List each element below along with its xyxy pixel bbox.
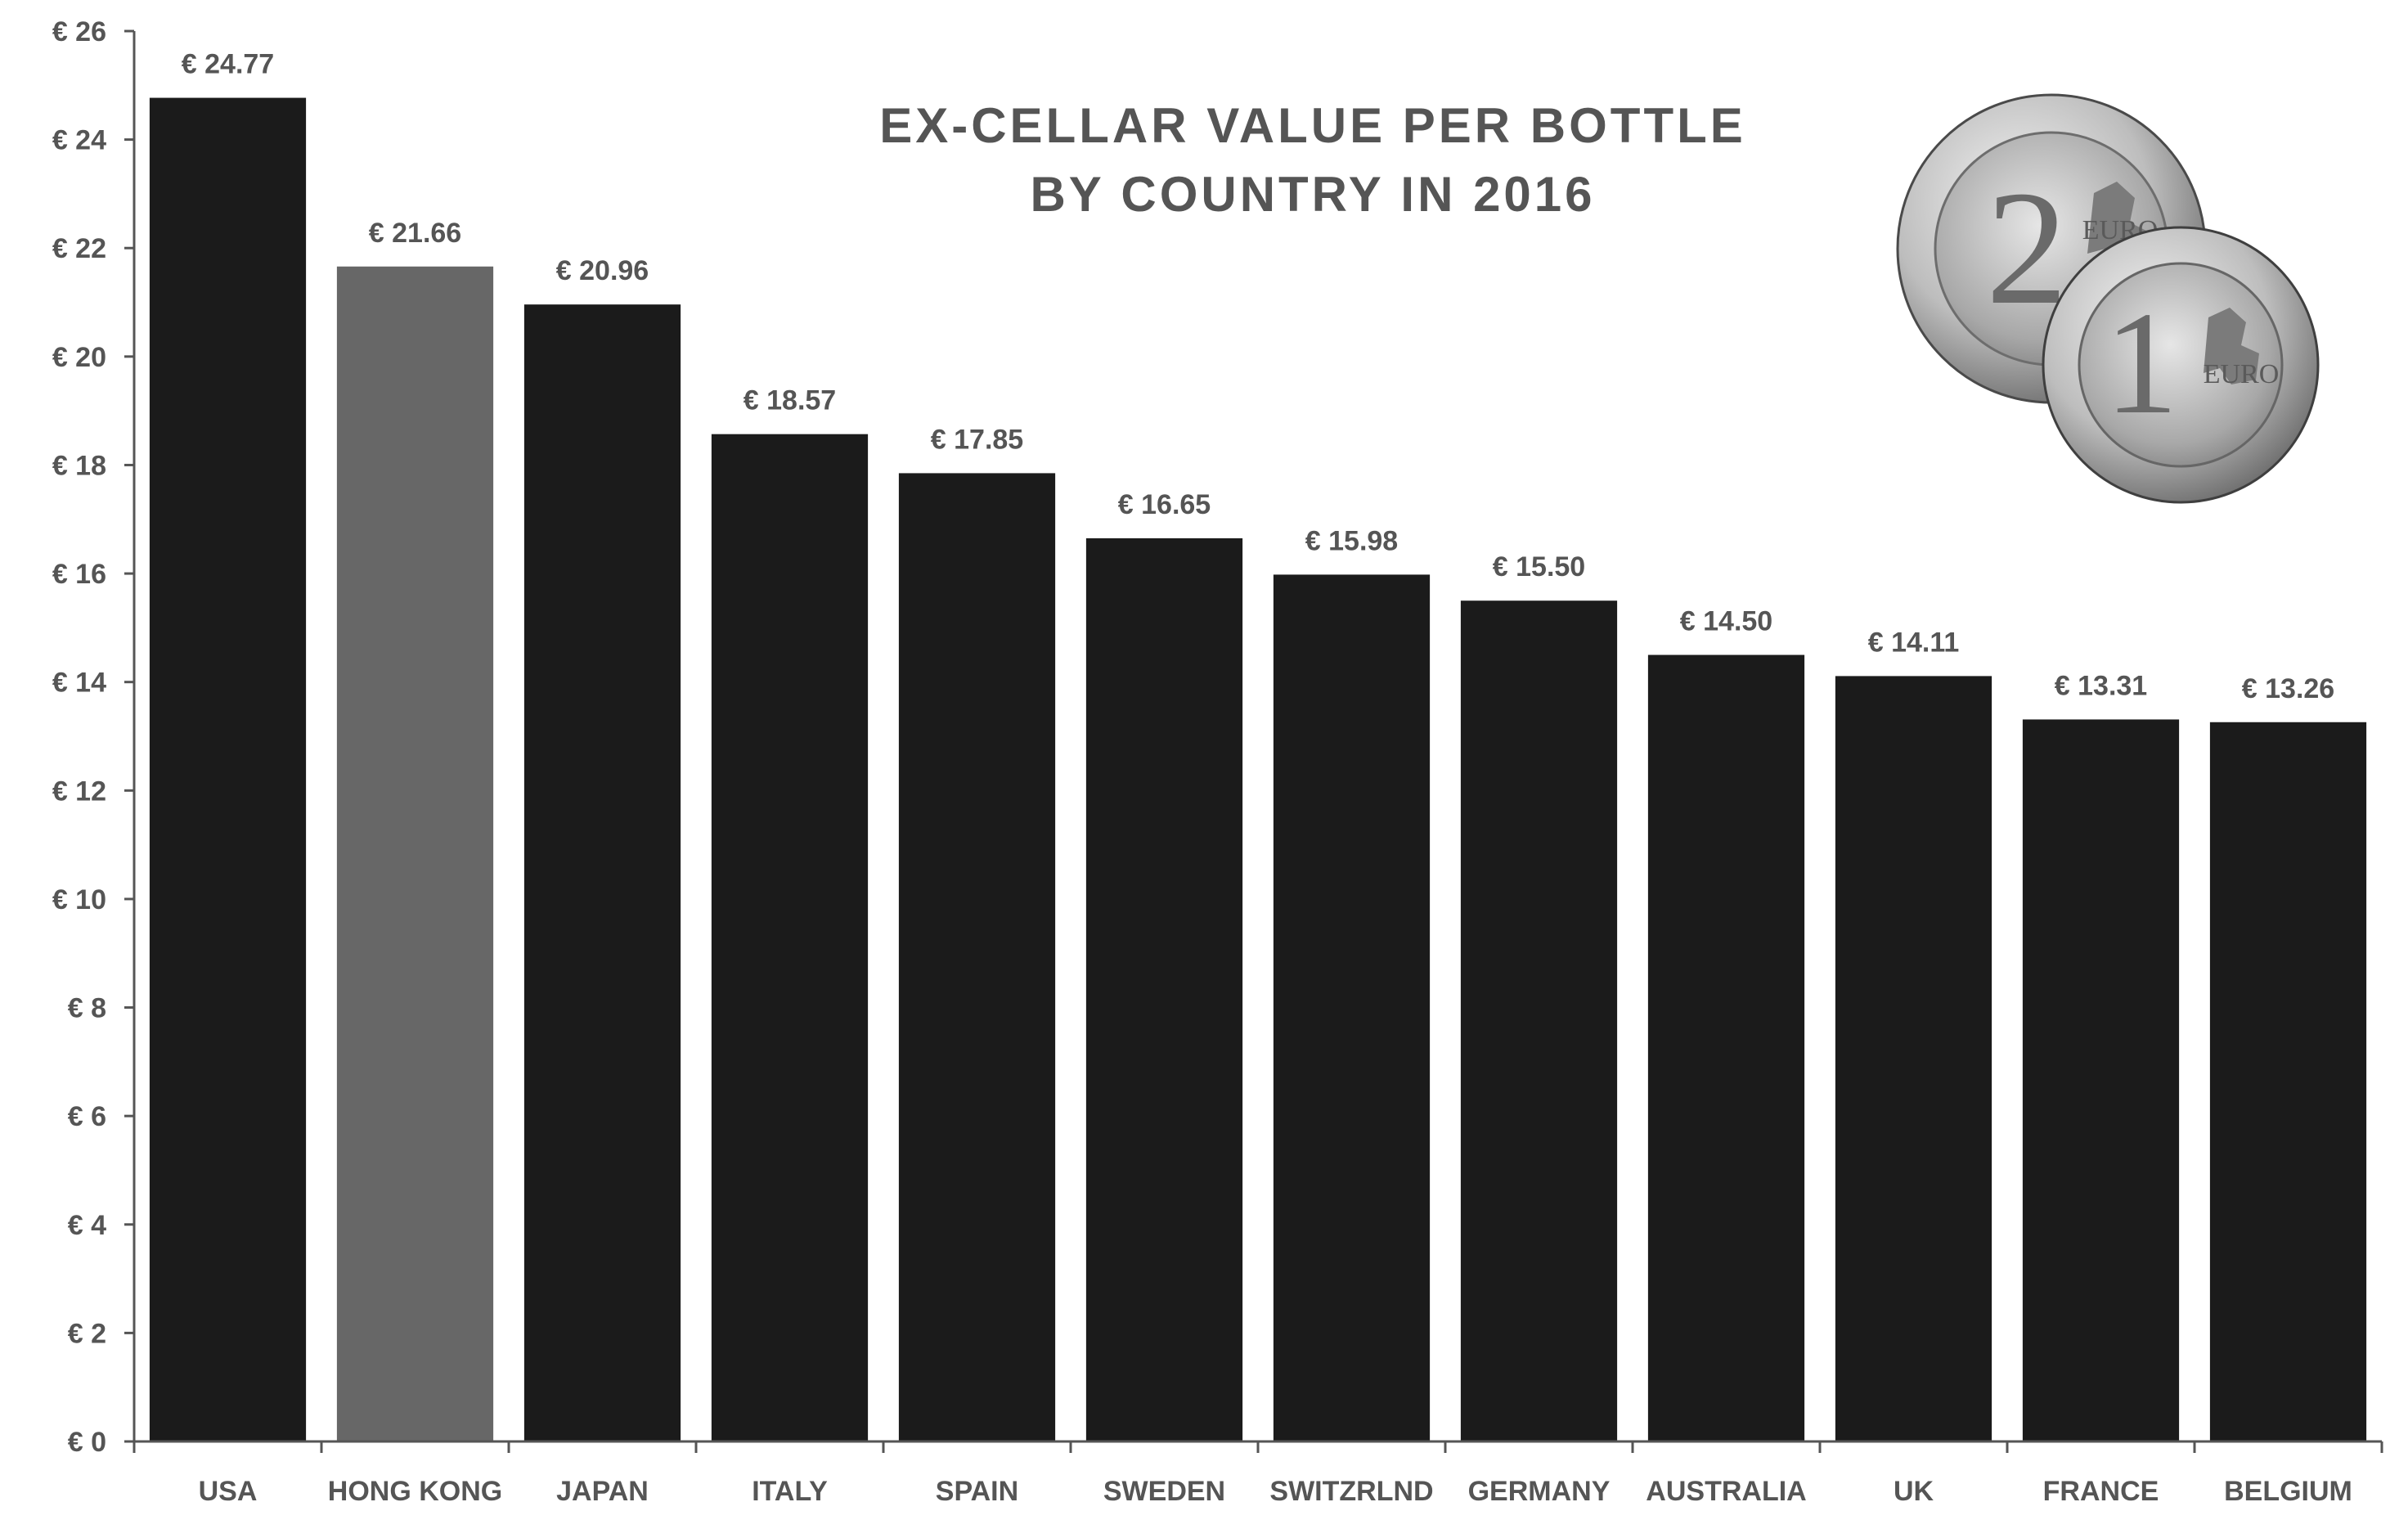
data-labels: € 24.77 € 21.66 € 20.96 € 18.57 € 17.85 € 16.… bbox=[182, 49, 2334, 704]
data-label: € 24.77 bbox=[182, 49, 274, 80]
bar-italy bbox=[711, 434, 869, 1441]
data-label: € 15.98 bbox=[1305, 525, 1398, 556]
y-tick-label: € 20 bbox=[52, 342, 106, 373]
data-label: € 13.31 bbox=[2055, 670, 2147, 701]
y-tick-label: € 10 bbox=[52, 884, 106, 915]
x-category-label: GERMANY bbox=[1468, 1476, 1611, 1507]
bar-australia bbox=[1647, 654, 1805, 1441]
data-label: € 21.66 bbox=[369, 218, 461, 249]
x-category-label: JAPAN bbox=[556, 1476, 649, 1507]
data-label: € 13.26 bbox=[2242, 673, 2334, 704]
x-category-label: ITALY bbox=[752, 1476, 828, 1507]
data-label: € 14.11 bbox=[1868, 627, 1960, 658]
y-axis: € 0 € 2 € 4 € 6 € 8 € 10 € 12 € 14 € 16 € 18 € 20 €… bbox=[52, 16, 136, 1458]
chart-title: EX-CELLAR VALUE PER BOTTLE BY COUNTRY IN… bbox=[879, 98, 1746, 222]
x-category-label: SWITZRLND bbox=[1269, 1476, 1433, 1507]
bar-usa bbox=[149, 97, 307, 1441]
x-category-label: SWEDEN bbox=[1103, 1476, 1225, 1507]
chart-title-line-1: EX-CELLAR VALUE PER BOTTLE bbox=[879, 98, 1746, 153]
bar-japan bbox=[523, 304, 681, 1441]
x-category-label: AUSTRALIA bbox=[1646, 1476, 1806, 1507]
y-tick-label: € 6 bbox=[68, 1101, 106, 1132]
bar-sweden bbox=[1085, 537, 1243, 1441]
bar-spain bbox=[898, 473, 1056, 1441]
data-label: € 17.85 bbox=[931, 424, 1023, 455]
y-tick-label: € 14 bbox=[52, 668, 106, 699]
y-tick-label: € 2 bbox=[68, 1318, 106, 1349]
x-category-label: BELGIUM bbox=[2224, 1476, 2352, 1507]
bar-switzrlnd bbox=[1273, 574, 1431, 1441]
euro-coins-icon: 2 EURO 1 EURO bbox=[1896, 93, 2320, 504]
x-category-label: FRANCE bbox=[2043, 1476, 2159, 1507]
y-tick-label: € 24 bbox=[52, 125, 106, 156]
x-category-label: UK bbox=[1894, 1476, 1934, 1507]
y-tick-label: € 4 bbox=[68, 1210, 106, 1241]
x-axis: USA HONG KONG JAPAN ITALY SPAIN SWEDEN SWITZRL… bbox=[133, 1440, 2383, 1507]
data-label: € 20.96 bbox=[556, 255, 649, 286]
y-tick-label: € 26 bbox=[52, 16, 106, 47]
bar-germany bbox=[1460, 600, 1618, 1442]
svg-text:1: 1 bbox=[2105, 281, 2178, 444]
svg-text:EURO: EURO bbox=[2204, 359, 2280, 389]
y-tick-label: € 0 bbox=[68, 1427, 106, 1458]
y-tick-label: € 22 bbox=[52, 233, 106, 264]
bar-hong-kong bbox=[336, 266, 494, 1441]
one-euro-coin-icon: 1 EURO bbox=[2042, 226, 2320, 504]
bar-france bbox=[2022, 719, 2180, 1441]
data-label: € 16.65 bbox=[1118, 489, 1211, 520]
data-label: € 18.57 bbox=[744, 385, 836, 416]
bar-belgium bbox=[2209, 722, 2367, 1441]
chart-title-line-2: BY COUNTRY IN 2016 bbox=[1030, 167, 1595, 222]
y-tick-label: € 8 bbox=[68, 993, 106, 1024]
x-category-label: SPAIN bbox=[936, 1476, 1018, 1507]
bar-uk bbox=[1835, 676, 1992, 1441]
data-label: € 15.50 bbox=[1493, 551, 1585, 582]
y-tick-label: € 12 bbox=[52, 776, 106, 807]
x-category-label: USA bbox=[199, 1476, 258, 1507]
data-label: € 14.50 bbox=[1680, 606, 1772, 637]
y-tick-label: € 18 bbox=[52, 450, 106, 481]
bars bbox=[149, 97, 2367, 1442]
x-category-label: HONG KONG bbox=[328, 1476, 502, 1507]
y-tick-label: € 16 bbox=[52, 559, 106, 590]
